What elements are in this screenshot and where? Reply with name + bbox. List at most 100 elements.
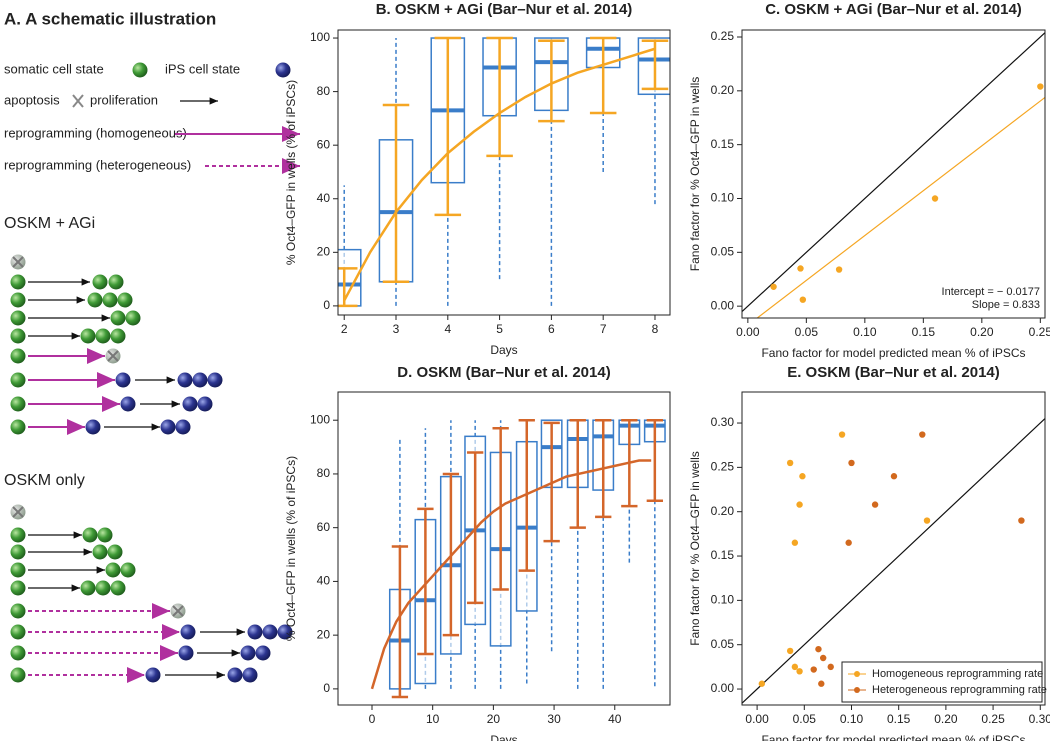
error-bar [434,36,462,217]
x-axis-label: Fano factor for model predicted mean % o… [761,346,1025,360]
cell [10,310,26,326]
x-tick-label: 4 [444,322,451,336]
point [818,680,825,687]
cell [110,580,126,596]
cell [80,328,96,344]
error-bar [595,418,612,519]
cell [10,580,26,596]
cell [160,419,176,435]
cell [227,667,243,683]
cell [10,292,26,308]
cell [175,419,191,435]
point [919,431,926,438]
apoptosis-x [12,256,24,268]
legend-label: somatic cell state [4,61,104,76]
point [890,473,898,480]
y-tick-label: 100 [310,30,330,44]
plot-area [338,36,670,308]
y-tick-label: 20 [317,627,331,641]
cell [92,274,108,290]
cell [10,562,26,578]
x-tick-label: 3 [393,322,400,336]
frame [337,29,671,316]
x-tick-label: 2 [341,322,348,336]
y-axis-label: % Oct4–GFP in wells (% of iPSCs) [284,456,298,641]
legend-label: proliferation [90,92,158,107]
error-bar [391,545,409,699]
x-tick-label: 5 [496,322,503,336]
cell [192,372,208,388]
y-tick-label: 0.30 [711,415,735,429]
chart-title: C. OSKM + AGi (Bar–Nur et al. 2014) [765,1,1022,18]
cell [10,645,26,661]
error-bar [641,39,669,91]
frame [741,29,1046,319]
y-tick-label: 0.05 [711,637,735,651]
error-bar [492,427,509,591]
legend-label: Homogeneous reprogramming rate [872,668,1043,680]
y-tick-label: 0.25 [711,460,735,474]
cell [108,274,124,290]
legend-marker [854,687,860,693]
point [799,473,806,480]
y-tick-label: 0.10 [711,191,735,205]
cell [132,62,148,78]
apoptosis-x [107,350,119,362]
cell [10,274,26,290]
point [838,431,846,438]
y-tick-label: 0.05 [711,244,735,258]
y-tick-label: 80 [317,466,331,480]
y-tick-label: 0 [323,681,330,695]
point [845,539,852,546]
apoptosis-x [72,94,84,108]
point [810,666,817,673]
error-bar [621,418,638,508]
error-bar [382,103,410,284]
cell [182,396,198,412]
cell [80,580,96,596]
cell [85,419,101,435]
point [819,654,827,662]
error-bar [646,418,663,503]
legend-box [841,661,1043,703]
x-axis-label: Fano factor for model predicted mean % o… [761,733,1025,741]
point [786,459,794,467]
x-tick-label: 0.05 [795,325,819,339]
cell [240,645,256,661]
point [796,501,803,508]
chart-title: E. OSKM (Bar–Nur et al. 2014) [787,364,1000,381]
y-tick-label: 0 [323,298,330,312]
y-tick-label: 80 [317,84,331,98]
point [796,668,803,675]
legend-label: iPS cell state [165,61,240,76]
cell [10,624,26,640]
fit-curve [370,459,652,690]
y-tick-label: 100 [310,412,330,426]
y-tick-label: 60 [317,137,331,151]
x-tick-label: 30 [547,712,561,726]
error-bar [486,36,513,158]
point [827,663,834,671]
point [1037,83,1044,90]
y-tick-label: 0.00 [711,298,735,312]
cell [145,667,161,683]
y-tick-label: 0.00 [711,681,735,695]
section-label: OSKM + AGi [4,215,95,232]
error-bar [569,418,586,529]
error-bar [467,451,484,605]
chart-title: D. OSKM (Bar–Nur et al. 2014) [397,364,610,381]
cell [180,624,196,640]
x-tick-label: 8 [652,322,659,336]
apoptosis-x [172,605,184,617]
diagonal [742,32,1045,312]
panel-title: A. A schematic illustration [4,9,216,28]
point [799,296,807,303]
diagonal [742,418,1045,704]
legend-marker [854,671,860,677]
x-tick-label: 0.20 [970,325,994,339]
cell [10,527,26,543]
point [797,265,804,272]
cell [277,624,293,640]
error-bar [538,39,565,123]
cell [275,62,291,78]
